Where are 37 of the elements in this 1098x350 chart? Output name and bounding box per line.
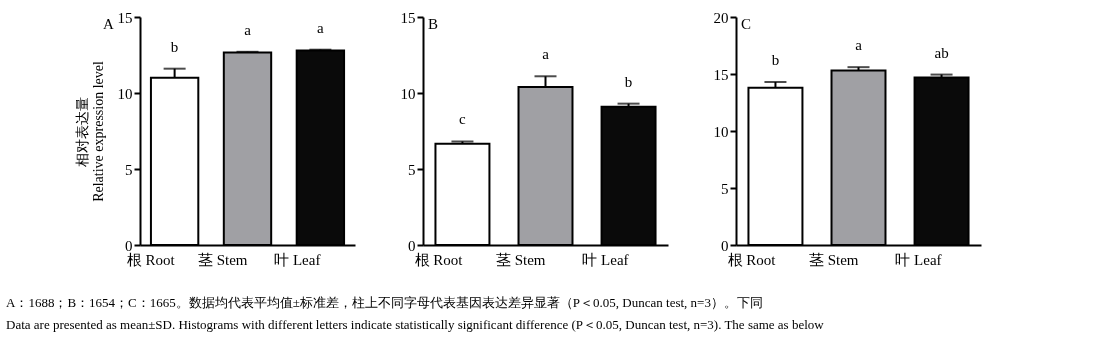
y-tick-label: 5 <box>721 180 729 197</box>
x-tick-label: 根 Root <box>126 251 176 268</box>
x-tick-label: 根 Root <box>414 251 464 268</box>
y-tick-label: 10 <box>117 85 133 102</box>
annotation: a <box>855 37 863 54</box>
annotation: c <box>459 111 467 128</box>
chart-title: C <box>741 16 752 32</box>
chart-title: B <box>428 16 439 32</box>
y-tick-label: 20 <box>713 9 729 26</box>
x-tick-label: 茎 Stem <box>808 251 859 268</box>
chart-title: A <box>103 16 114 32</box>
annotation: a <box>542 46 550 63</box>
text: A：1688；B：1654；C：1665。数据均代表平均值±标准差，柱上不同字母代表基因表达差异显著（P＜0.05, Duncan test, n=3）。下同 <box>6 294 764 312</box>
annotation: b <box>771 51 780 68</box>
x-tick-label: 根 Root <box>727 251 777 268</box>
text: Data are presented as mean±SD. Histograms with different letters indicate statistically significant difference (P＜0.05, Duncan test, n=3). The same as below <box>6 316 824 334</box>
x-tick-label: 茎 Stem <box>495 251 546 268</box>
x-tick-label: 叶 Leaf <box>895 251 942 268</box>
y-tick-label: 0 <box>125 237 133 254</box>
x-tick-label: 茎 Stem <box>197 251 248 268</box>
y-axis-title: 相对表达量 Relative expression level <box>74 61 106 202</box>
y-tick-label: 5 <box>125 161 133 178</box>
y-tick-label: 0 <box>721 237 729 254</box>
y-tick-label: 0 <box>408 237 416 254</box>
annotation: b <box>170 38 179 55</box>
x-tick-label: 叶 Leaf <box>274 251 321 268</box>
annotation: ab <box>934 44 949 61</box>
y-tick-label: 10 <box>713 123 729 140</box>
annotation: a <box>244 21 252 38</box>
y-tick-label: 15 <box>117 9 133 26</box>
y-tick-label: 15 <box>400 9 416 26</box>
y-tick-label: 10 <box>400 85 416 102</box>
x-tick-label: 叶 Leaf <box>582 251 629 268</box>
y-tick-label: 15 <box>713 66 729 83</box>
annotation: a <box>317 19 325 36</box>
y-tick-label: 5 <box>408 161 416 178</box>
annotation: b <box>624 73 633 90</box>
